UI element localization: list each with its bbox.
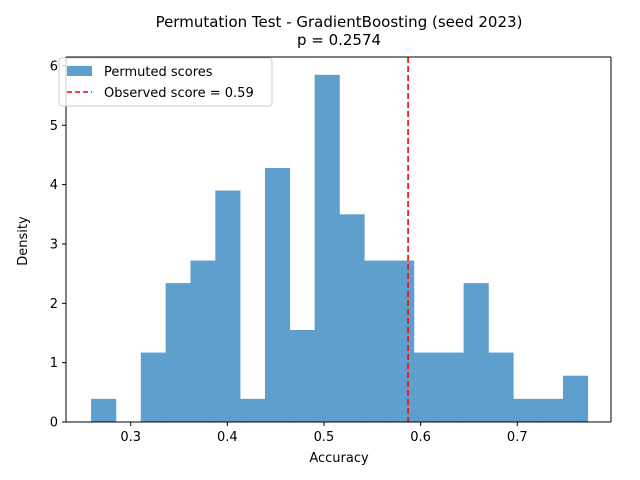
y-axis-ticks: 0 1 2 3 4 5 6 (50, 59, 66, 431)
histogram-bar (538, 398, 564, 422)
x-tick-label: 0.3 (120, 430, 141, 445)
histogram-bar (438, 352, 464, 422)
legend: Permuted scores Observed score = 0.59 (58, 57, 273, 107)
x-axis-ticks: 0.3 0.4 0.5 0.6 0.7 (120, 422, 528, 445)
histogram-bars (91, 74, 589, 423)
chart-subtitle: p = 0.2574 (297, 31, 381, 49)
y-tick-label: 2 (50, 297, 58, 312)
histogram-bar (91, 398, 117, 422)
legend-label-permuted: Permuted scores (104, 65, 213, 80)
x-axis-label: Accuracy (309, 451, 369, 466)
x-tick-label: 0.5 (314, 430, 335, 445)
histogram-bar (140, 352, 166, 422)
histogram-bar (364, 260, 390, 422)
y-tick-label: 3 (50, 237, 58, 252)
histogram-bar (190, 260, 216, 422)
histogram-bar (562, 375, 589, 422)
legend-label-observed: Observed score = 0.59 (104, 86, 254, 101)
y-tick-label: 4 (50, 178, 58, 193)
chart-title: Permutation Test - GradientBoosting (see… (156, 13, 523, 31)
y-tick-label: 1 (50, 356, 58, 371)
legend-box (58, 57, 273, 107)
histogram-bar (413, 352, 440, 422)
histogram-bar (215, 190, 241, 422)
y-tick-label: 6 (50, 59, 58, 74)
histogram-bar (314, 74, 340, 423)
histogram-bar (463, 283, 489, 422)
x-tick-label: 0.7 (507, 430, 528, 445)
histogram-bar (240, 398, 266, 422)
histogram-bar (289, 330, 315, 422)
y-axis-label: Density (16, 216, 31, 266)
histogram-bar (165, 283, 191, 422)
histogram-bar (339, 214, 365, 422)
histogram-bar (389, 260, 415, 422)
y-tick-label: 5 (50, 119, 58, 134)
histogram-bar (513, 398, 539, 422)
histogram-bar (264, 167, 291, 422)
y-tick-label: 0 (50, 416, 58, 431)
axes-frame (65, 56, 612, 423)
x-tick-label: 0.6 (410, 430, 431, 445)
histogram-bar (488, 352, 514, 422)
legend-swatch-permuted (67, 66, 92, 76)
x-tick-label: 0.4 (217, 430, 238, 445)
